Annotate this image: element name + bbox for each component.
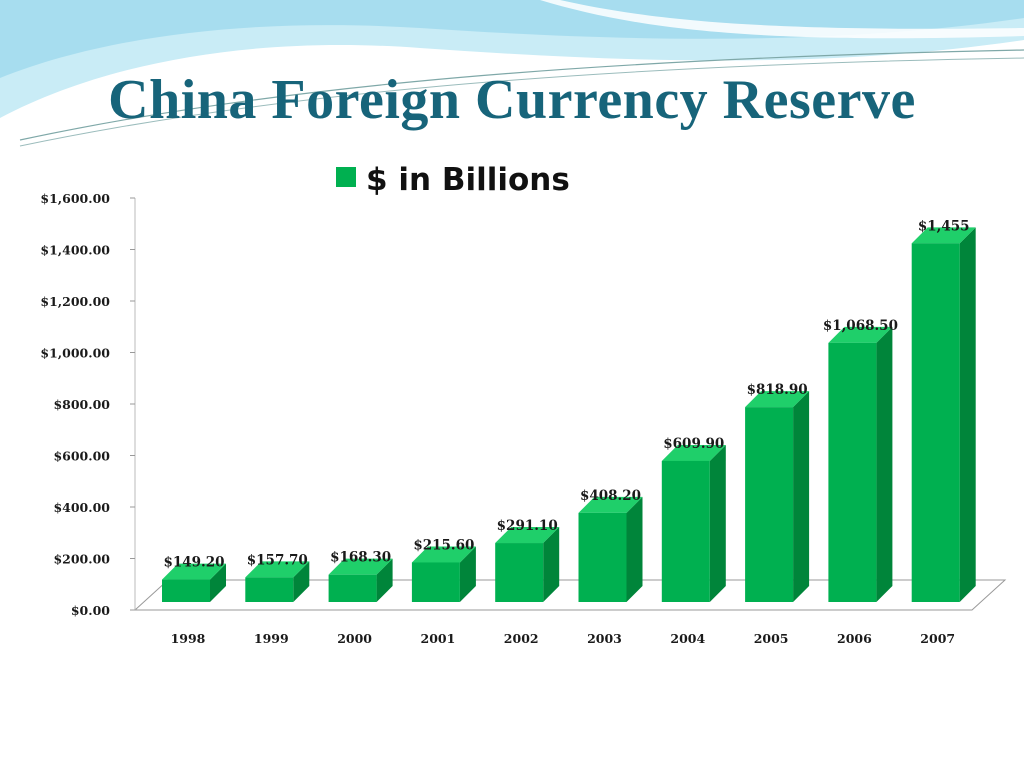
bar-top	[411, 546, 476, 563]
bar-top	[578, 496, 643, 513]
bar-1998	[162, 563, 226, 602]
bar-2005	[745, 391, 810, 602]
data-label: $609.90	[663, 436, 724, 452]
y-tick-label: $1,400.00	[40, 243, 110, 258]
y-tick-label: $200.00	[53, 552, 110, 567]
data-label: $215.60	[413, 537, 474, 553]
data-label: $149.20	[163, 555, 224, 571]
bar-side	[459, 546, 476, 602]
x-tick-label: 1999	[254, 631, 289, 646]
y-axis: $0.00 $200.00 $400.00 $600.00 $800.00 $1,000.…	[40, 191, 136, 618]
bar-side	[543, 527, 560, 602]
bar-2000	[328, 558, 393, 602]
bar-side	[793, 391, 810, 602]
legend-label: $ in Billions	[366, 162, 570, 198]
y-tick-label: $1,200.00	[40, 294, 110, 309]
bar-top	[661, 444, 726, 461]
slide-title: China Foreign Currency Reserve	[108, 69, 916, 131]
bar-front	[745, 407, 794, 602]
bar-top	[245, 561, 310, 578]
data-labels: $149.20 $157.70 $168.30 $215.60 $291.10 $408.…	[163, 218, 969, 570]
y-tick-label: $0.00	[71, 603, 110, 618]
data-label: $1,068.50	[823, 318, 898, 334]
bar-side	[709, 444, 726, 602]
bar-top	[328, 558, 393, 575]
data-label: $408.20	[580, 488, 641, 504]
bar-2007	[911, 227, 976, 602]
bar-2001	[411, 546, 476, 602]
x-tick-label: 2004	[670, 631, 705, 646]
x-tick-label: 2000	[337, 631, 372, 646]
bar-side	[210, 563, 226, 602]
y-tick-label: $400.00	[53, 500, 110, 515]
bar-1999	[245, 561, 310, 602]
data-label: $157.70	[247, 552, 308, 568]
swoosh-line	[19, 49, 1024, 141]
legend-swatch	[336, 167, 356, 187]
bar-2002	[495, 527, 560, 602]
y-tick-label: $1,600.00	[40, 191, 110, 206]
bar-front	[411, 562, 460, 602]
top-banner-wave-inner	[0, 0, 1024, 78]
bar-side	[959, 227, 976, 602]
bar-front	[495, 543, 544, 602]
legend: $ in Billions	[336, 162, 570, 198]
bar-front	[328, 574, 377, 602]
x-tick-label: 2007	[920, 631, 955, 646]
bar-side	[626, 496, 643, 602]
y-tick-label: $1,000.00	[40, 346, 110, 361]
bar-side	[293, 561, 310, 602]
bars	[162, 227, 976, 602]
bar-front	[911, 243, 960, 602]
bar-front	[162, 579, 210, 602]
bar-front	[578, 512, 627, 602]
data-label: $818.90	[747, 382, 808, 398]
y-tick-label: $600.00	[53, 449, 110, 464]
bar-top	[495, 527, 560, 544]
x-tick-label: 2006	[837, 631, 872, 646]
bar-top	[745, 391, 810, 408]
data-label: $1,455	[918, 218, 970, 234]
x-tick-label: 2003	[587, 631, 622, 646]
bar-2003	[578, 496, 643, 602]
top-banner-stripe	[540, 0, 1024, 39]
bar-top	[911, 227, 976, 244]
bar-top	[828, 326, 893, 343]
x-tick-label: 2001	[421, 631, 456, 646]
swoosh-line-2	[19, 57, 1024, 147]
bar-2006	[828, 326, 893, 602]
x-tick-label: 2002	[504, 631, 539, 646]
x-axis: 1998 1999 2000 2001 2002 2003 2004 2005 2006 2007	[171, 631, 955, 646]
x-tick-label: 2005	[754, 631, 789, 646]
bar-front	[661, 460, 710, 602]
y-tick-label: $800.00	[53, 397, 110, 412]
bar-top	[162, 563, 226, 580]
bar-front	[245, 577, 294, 602]
bar-side	[376, 558, 393, 602]
data-label: $168.30	[330, 550, 391, 566]
bar-2004	[661, 444, 726, 602]
bar-front	[828, 342, 877, 602]
data-label: $291.10	[497, 518, 558, 534]
x-tick-label: 1998	[171, 631, 206, 646]
bar-side	[876, 326, 893, 602]
